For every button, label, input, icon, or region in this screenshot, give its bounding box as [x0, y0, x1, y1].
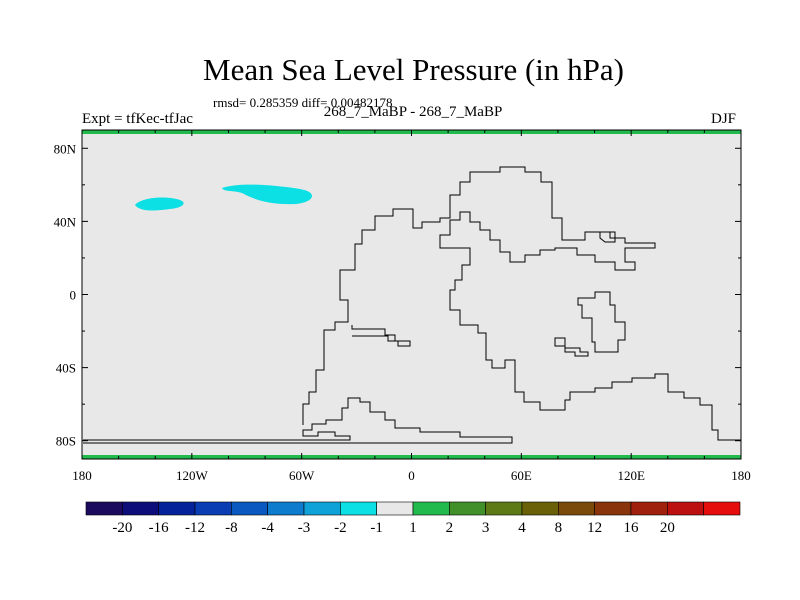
colorbar-swatch — [376, 501, 414, 516]
colorbar-swatch — [340, 501, 377, 516]
coastline — [599, 231, 616, 243]
chart-title: Mean Sea Level Pressure (in hPa) — [203, 52, 624, 87]
colorbar-label: -12 — [185, 520, 205, 536]
x-tick-label: 0 — [408, 468, 415, 483]
x-tick-label: 180 — [72, 468, 92, 483]
anomaly-region — [135, 197, 184, 211]
anomaly-region — [222, 184, 312, 205]
colorbar-swatch — [558, 501, 595, 516]
colorbar-label: -4 — [261, 520, 274, 536]
colorbar-label: 8 — [555, 520, 563, 536]
colorbar-swatch — [630, 501, 668, 516]
comparison-label: 268_7_MaBP - 268_7_MaBP — [323, 104, 503, 120]
colorbar-swatch — [703, 501, 741, 516]
chart-subtitle: rmsd= 0.285359 diff= 0.00482178 — [213, 95, 393, 110]
colorbar-label: 12 — [587, 520, 602, 536]
colorbar-swatch — [412, 501, 450, 516]
x-tick-label: 60W — [289, 468, 315, 483]
colorbar-label: 16 — [624, 520, 640, 536]
colorbar-swatch — [594, 501, 632, 516]
colorbar-swatch — [303, 501, 341, 516]
colorbar-swatch — [194, 501, 232, 516]
y-tick-label: 40S — [56, 361, 76, 376]
colorbar-swatch — [231, 501, 268, 516]
colorbar-label: 20 — [660, 520, 675, 536]
axes: 180 120W 60W 0 60E 120E 180 80N 40N 0 40S 80S — [54, 129, 751, 483]
colorbar-label: -20 — [112, 520, 132, 536]
colorbar-swatch — [85, 501, 123, 516]
x-tick-label: 60E — [511, 468, 532, 483]
x-tick-label: 180 — [731, 468, 751, 483]
colorbar-label: -1 — [370, 520, 383, 536]
colorbar-label: -8 — [225, 520, 238, 536]
colorbar-label: 3 — [482, 520, 490, 536]
colorbar-swatch — [667, 501, 704, 516]
coastline — [302, 166, 741, 441]
x-tick-label: 120W — [176, 468, 209, 483]
experiment-label: Expt = tfKec-tfJac — [82, 111, 193, 127]
colorbar-swatch — [485, 501, 523, 516]
season-label: DJF — [711, 111, 737, 127]
colorbar-label: 1 — [409, 520, 417, 536]
colorbar-label: -2 — [334, 520, 347, 536]
colorbar-label: -16 — [149, 520, 169, 536]
coastline — [577, 291, 626, 353]
y-tick-label: 80S — [56, 434, 76, 449]
coastline — [554, 337, 589, 357]
coastline — [83, 397, 513, 444]
colorbar-swatch — [267, 501, 305, 516]
colorbar-label: -3 — [298, 520, 311, 536]
colorbar-swatch — [521, 501, 559, 516]
field-background — [82, 130, 741, 459]
coastline — [351, 325, 411, 347]
plot-area — [82, 130, 741, 459]
colorbar: -20 -16 -12 -8 -4 -3 -2 -1 1 2 3 4 8 12 16 20 — [85, 501, 741, 536]
colorbar-swatch — [158, 501, 196, 516]
colorbar-swatch — [122, 501, 159, 516]
colorbar-swatch — [449, 501, 486, 516]
colorbar-label: 2 — [446, 520, 454, 536]
colorbar-label: 4 — [518, 520, 526, 536]
y-tick-label: 80N — [54, 141, 77, 156]
x-tick-label: 120E — [617, 468, 645, 483]
y-tick-label: 40N — [54, 214, 77, 229]
y-tick-label: 0 — [70, 288, 77, 303]
